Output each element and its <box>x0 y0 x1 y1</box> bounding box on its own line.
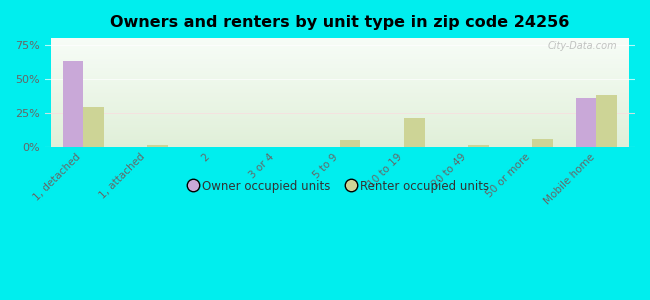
Bar <box>83 107 103 147</box>
Bar <box>62 61 83 147</box>
Legend: Owner occupied units, Renter occupied units: Owner occupied units, Renter occupied un… <box>186 175 494 197</box>
Title: Owners and renters by unit type in zip code 24256: Owners and renters by unit type in zip c… <box>110 15 569 30</box>
Bar <box>532 139 553 147</box>
Bar <box>597 95 617 147</box>
Bar <box>576 98 597 147</box>
Bar <box>468 146 489 147</box>
Bar <box>148 146 168 147</box>
Bar <box>404 118 424 147</box>
Bar <box>340 140 360 147</box>
Text: City-Data.com: City-Data.com <box>548 41 617 51</box>
